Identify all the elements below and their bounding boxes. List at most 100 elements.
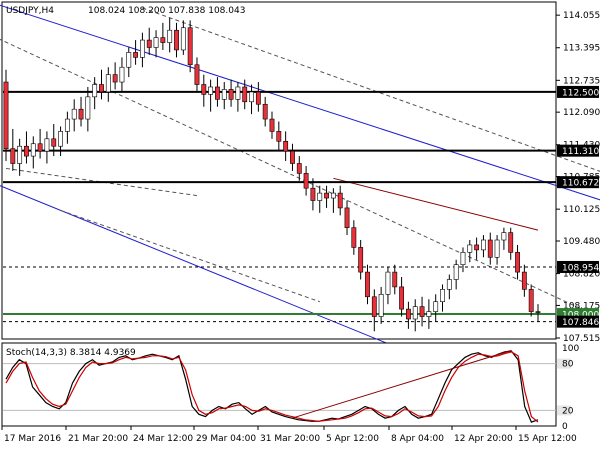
candle-body-up <box>64 118 70 132</box>
candle-body-down <box>10 148 16 164</box>
candle-body-down <box>3 81 9 149</box>
candle-body-up <box>330 192 336 199</box>
time-tick-label: 31 Mar 20:00 <box>260 434 320 444</box>
stoch-panel-frame <box>1 342 557 427</box>
candle-body-down <box>365 271 370 298</box>
time-tick-label: 12 Apr 20:00 <box>454 434 513 444</box>
price-tick-label: 108.820 <box>563 270 600 280</box>
candle-body-down <box>405 308 411 320</box>
candle-body-up <box>385 271 391 295</box>
candle-body-down <box>37 143 43 152</box>
candle <box>242 79 248 110</box>
time-tick-label: 21 Mar 20:00 <box>68 434 128 444</box>
candle-body-down <box>187 27 193 66</box>
candle <box>44 131 50 164</box>
candle-body-up <box>412 306 418 320</box>
candle-body-up <box>481 239 486 251</box>
candles <box>3 17 541 332</box>
main-panel-frame <box>1 1 557 340</box>
price-tag-label: 110.672 <box>562 179 599 189</box>
candle-body-up <box>440 289 445 303</box>
price-tick-label: 107.515 <box>563 334 600 344</box>
candle <box>78 96 84 127</box>
candle <box>528 284 534 317</box>
price-tag-label: 112.500 <box>562 88 599 98</box>
candle <box>105 67 111 102</box>
candle <box>119 57 125 92</box>
stoch-level-tag <box>557 358 571 369</box>
candle <box>501 227 507 250</box>
candle <box>310 178 316 211</box>
candle-body-down <box>337 192 343 209</box>
candle <box>358 240 364 280</box>
candle <box>508 227 514 260</box>
candle <box>290 143 295 171</box>
candle-body-down <box>535 311 541 313</box>
candle-body-down <box>487 239 493 258</box>
candle-body-down <box>521 271 527 290</box>
candle <box>405 301 411 329</box>
candle <box>460 247 466 273</box>
price-tag-box <box>557 315 599 328</box>
candle-body-down <box>528 289 534 312</box>
candle <box>99 69 104 100</box>
candle <box>433 294 439 322</box>
candle <box>426 299 432 329</box>
candle <box>269 111 275 139</box>
candle <box>440 284 445 312</box>
candle <box>392 264 398 295</box>
candle-body-up <box>119 66 125 83</box>
candle <box>303 165 309 196</box>
price-tags: 112.500 111.310 110.672 108.954 108.000107.8… <box>557 85 599 328</box>
candle-body-down <box>276 131 282 142</box>
candle <box>385 267 391 305</box>
candle-body-down <box>78 108 84 120</box>
time-tick-label: 5 Apr 12:00 <box>326 434 379 444</box>
channel-dashed-line <box>60 209 320 303</box>
time-tick-label: 24 Mar 12:00 <box>133 434 193 444</box>
symbol-timeframe: USDJPY,H4 <box>6 6 54 16</box>
candle <box>276 121 282 152</box>
candle-body-up <box>58 131 63 147</box>
price-tick-label: 108.175 <box>563 301 600 311</box>
price-tag-box <box>557 176 599 189</box>
stoch-axis: 100 80 20 0 <box>557 344 579 432</box>
channel-lower-line <box>0 185 389 345</box>
candle-body-down <box>474 244 480 251</box>
price-tick-label: 112.090 <box>563 108 600 118</box>
candle-body-down <box>419 306 425 317</box>
stoch-level-tag <box>557 405 571 416</box>
candle-body-down <box>146 39 152 48</box>
candle-body-up <box>105 74 111 93</box>
candle <box>180 20 186 55</box>
candle <box>487 232 493 265</box>
price-tick-label: 112.735 <box>563 76 600 86</box>
price-tag-label: 108.000 <box>562 311 599 321</box>
candle <box>146 27 152 55</box>
candle-body-up <box>208 86 214 95</box>
candle <box>10 128 16 171</box>
candle <box>221 82 227 110</box>
candle <box>324 185 329 208</box>
candle <box>419 296 425 327</box>
candle <box>344 200 350 236</box>
candle <box>126 47 132 78</box>
candle-body-down <box>160 37 166 43</box>
candle-body-up <box>501 232 507 241</box>
main-panel: 114.055113.395112.735112.090111.430110.7… <box>0 1 600 345</box>
candle-body-down <box>324 192 329 199</box>
candle <box>174 22 179 58</box>
candle-body-down <box>51 138 57 147</box>
candle <box>371 289 377 332</box>
candle <box>399 277 405 317</box>
candle <box>64 111 70 144</box>
candle-body-up <box>426 311 432 317</box>
candle-body-down <box>228 89 234 100</box>
time-tick-label: 29 Mar 04:00 <box>196 434 256 444</box>
candle-body-up <box>30 143 36 157</box>
candle <box>337 185 343 216</box>
candle <box>255 82 261 112</box>
candle-body-up <box>221 89 227 100</box>
stoch-signal-line <box>5 351 539 423</box>
candle-body-up <box>71 108 77 120</box>
